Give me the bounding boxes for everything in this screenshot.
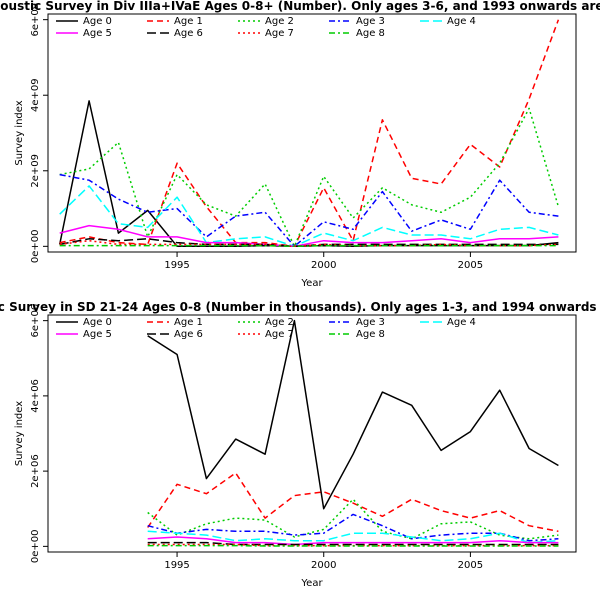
chart-panel-0: Acoustic Survey in Div IIIa+IVaE Ages 0-… [0,0,600,289]
x-axis-label: Year [300,578,323,589]
legend-label: Age 2 [265,16,294,27]
x-axis-label: Year [300,278,323,289]
legend-label: Age 0 [83,317,112,328]
series-line-age-6 [59,238,559,248]
legend-label: Age 7 [265,28,294,39]
series-line-age-2 [59,107,560,248]
x-tick-label: 2005 [458,560,483,571]
y-tick-label: 4e+06 [30,379,41,413]
legend-label: Age 4 [447,317,476,328]
plot-frame [47,13,577,253]
x-tick-label: 1995 [164,260,189,271]
legend-label: Age 7 [265,329,294,340]
chart-panel-1: Acoustic Survey in SD 21-24 Ages 0-8 (Nu… [0,300,600,589]
legend-label: Age 5 [83,28,112,39]
legend-label: Age 3 [356,317,385,328]
series-line-age-3 [147,513,559,542]
y-tick-label: 4e+09 [30,78,41,112]
legend-label: Age 4 [447,16,476,27]
legend-label: Age 8 [356,28,385,39]
series-line-age-6 [147,541,559,546]
y-tick-label: 2e+09 [30,154,41,188]
series-group [58,19,560,248]
x-tick-label: 2000 [311,260,336,271]
series-line-age-2 [147,498,559,540]
legend-label: Age 1 [174,16,203,27]
series-line-age-4 [147,530,559,544]
series-group [147,319,559,547]
series-line-age-1 [147,472,559,533]
series-line-age-3 [59,173,559,248]
legend-label: Age 5 [83,329,112,340]
chart-title: Acoustic Survey in SD 21-24 Ages 0-8 (Nu… [0,300,600,314]
y-tick-label: 2e+06 [30,454,41,488]
legend-label: Age 2 [265,317,294,328]
plot-frame [47,314,577,553]
series-line-age-8 [59,244,559,248]
y-axis-label: Survey index [14,401,25,466]
x-tick-label: 1995 [164,560,189,571]
y-axis-label: Survey index [14,100,25,165]
chart-title: Acoustic Survey in Div IIIa+IVaE Ages 0-… [0,0,600,13]
y-tick-label: 6e+09 [30,3,41,37]
legend-label: Age 3 [356,16,385,27]
legend-label: Age 8 [356,329,385,340]
x-tick-label: 2000 [311,560,336,571]
series-line-age-4 [59,185,559,248]
y-tick-label: 0e+00 [30,530,41,564]
series-line-age-5 [59,224,559,248]
y-tick-label: 6e+06 [30,304,41,338]
y-tick-label: 0e+00 [30,230,41,264]
series-line-age-0 [147,319,559,510]
legend-label: Age 1 [174,317,203,328]
x-tick-label: 2005 [458,260,483,271]
legend-label: Age 0 [83,16,112,27]
series-line-age-5 [147,536,559,546]
legend-label: Age 6 [174,28,203,39]
legend-label: Age 6 [174,329,203,340]
series-line-age-1 [59,19,560,248]
